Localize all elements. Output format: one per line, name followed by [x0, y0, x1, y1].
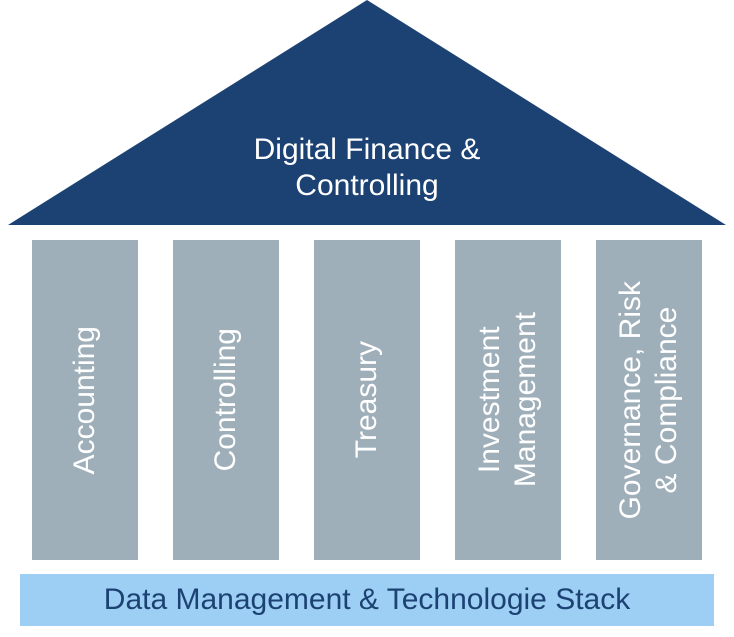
pillar-label: Governance, Risk& Compliance	[613, 281, 685, 519]
pillar-label: Controlling	[208, 328, 244, 471]
temple-diagram: Digital Finance &ControllingAccountingCo…	[0, 0, 734, 637]
pillar: Accounting	[32, 240, 138, 560]
pillar: InvestmentManagement	[455, 240, 561, 560]
pillar-label: Treasury	[349, 341, 385, 458]
pillar-label: InvestmentManagement	[472, 312, 544, 487]
foundation-bar: Data Management & Technologie Stack	[20, 574, 714, 626]
pillars-row: Accounting Controlling Treasury InvestmentM…	[32, 240, 702, 560]
roof	[0, 0, 734, 225]
pillar: Controlling	[173, 240, 279, 560]
pillar-label: Accounting	[67, 326, 103, 474]
foundation-label: Data Management & Technologie Stack	[104, 583, 630, 617]
pillar: Treasury	[314, 240, 420, 560]
roof-triangle-icon	[0, 0, 734, 225]
pillar: Governance, Risk& Compliance	[596, 240, 702, 560]
